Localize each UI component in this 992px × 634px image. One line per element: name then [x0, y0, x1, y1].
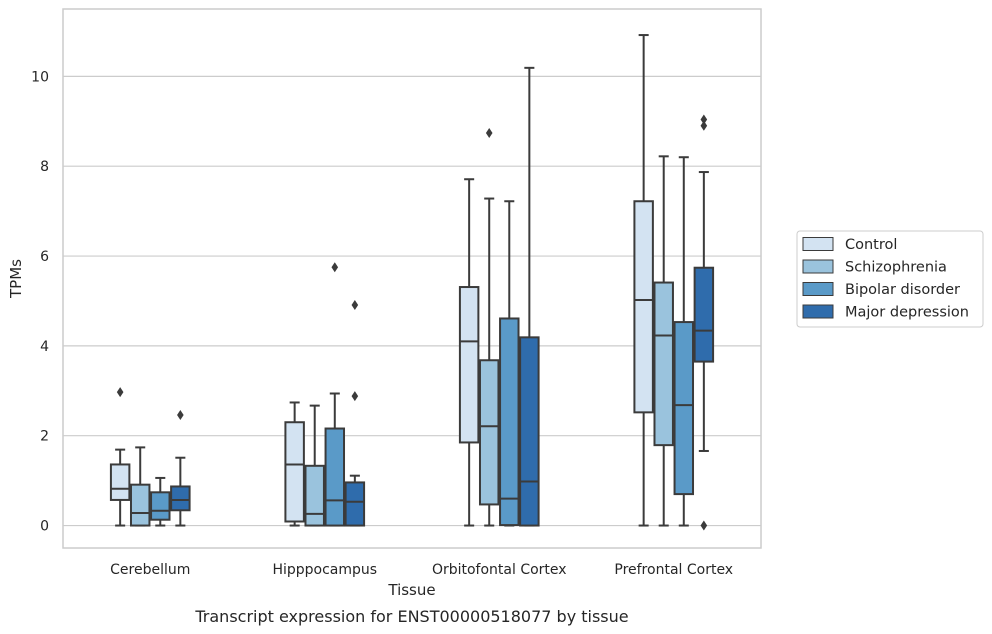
y-tick-label: 8	[40, 159, 49, 175]
outlier-point	[177, 410, 184, 421]
y-tick-label: 6	[40, 249, 49, 265]
outlier-point	[116, 387, 124, 398]
box	[150, 491, 171, 521]
box	[478, 359, 500, 506]
box	[673, 321, 695, 496]
box	[284, 421, 305, 523]
box-1-0	[129, 446, 151, 527]
box	[344, 481, 366, 527]
y-tick-label: 2	[40, 429, 49, 445]
legend-swatch	[802, 282, 834, 296]
box	[653, 281, 674, 447]
plot-area	[62, 8, 762, 549]
x-tick-label: Cerebellum	[110, 562, 190, 578]
box-2-1	[324, 262, 346, 527]
outlier-point	[700, 114, 708, 125]
box-3-2	[519, 66, 540, 527]
x-tick-label: Prefrontal Cortex	[614, 562, 733, 578]
outlier-point	[351, 391, 359, 402]
box-1-3	[653, 155, 674, 527]
chart-caption: Transcript expression for ENST0000051807…	[194, 607, 628, 626]
outlier-point	[700, 120, 708, 131]
outlier-point	[351, 300, 359, 311]
box-2-0	[150, 476, 171, 527]
box-1-1	[304, 404, 325, 527]
box-0-0	[109, 387, 131, 527]
box-0-1	[284, 401, 305, 527]
box	[170, 485, 191, 512]
legend-label: Major depression	[845, 305, 969, 321]
box-0-3	[633, 34, 654, 527]
legend-label: Schizophrenia	[845, 260, 947, 276]
box	[458, 286, 480, 444]
y-axis-ticks: 0 2 4 6 8 10	[31, 69, 49, 534]
box	[519, 336, 540, 527]
y-tick-label: 4	[40, 339, 49, 355]
outlier-point	[331, 262, 339, 273]
y-tick-label: 10	[31, 69, 49, 85]
box-3-0	[170, 410, 191, 527]
box	[304, 464, 325, 527]
box-3-3	[693, 114, 715, 531]
box-3-1	[344, 300, 366, 527]
box-groups	[109, 34, 715, 531]
x-tick-label: Orbitofontal Cortex	[432, 562, 567, 578]
legend-swatch	[802, 304, 834, 319]
legend-label: Bipolar disorder	[845, 282, 960, 298]
x-axis-ticks: Cerebellum Hipppocampus Orbitofontal Corte…	[110, 562, 733, 578]
outlier-point	[485, 127, 493, 138]
box	[129, 483, 151, 527]
outlier-point	[700, 520, 708, 531]
x-axis-label: Tissue	[387, 581, 435, 599]
legend-label: Control	[845, 237, 897, 253]
box-1-2	[478, 127, 500, 527]
box	[499, 317, 520, 527]
legend-swatch	[802, 237, 834, 251]
legend: Control Schizophrenia Bipolar disorder Majo…	[796, 230, 984, 328]
box-2-3	[673, 156, 695, 527]
y-tick-label: 0	[40, 519, 49, 535]
legend-swatch	[802, 259, 834, 274]
legend-frame	[796, 230, 984, 328]
x-tick-label: Hipppocampus	[272, 562, 377, 578]
y-axis-label: TPMs	[7, 259, 25, 299]
box	[633, 200, 654, 414]
box-2-2	[499, 200, 520, 527]
box	[693, 266, 715, 363]
box-0-2	[458, 178, 480, 527]
box	[324, 427, 346, 527]
box	[109, 463, 131, 501]
